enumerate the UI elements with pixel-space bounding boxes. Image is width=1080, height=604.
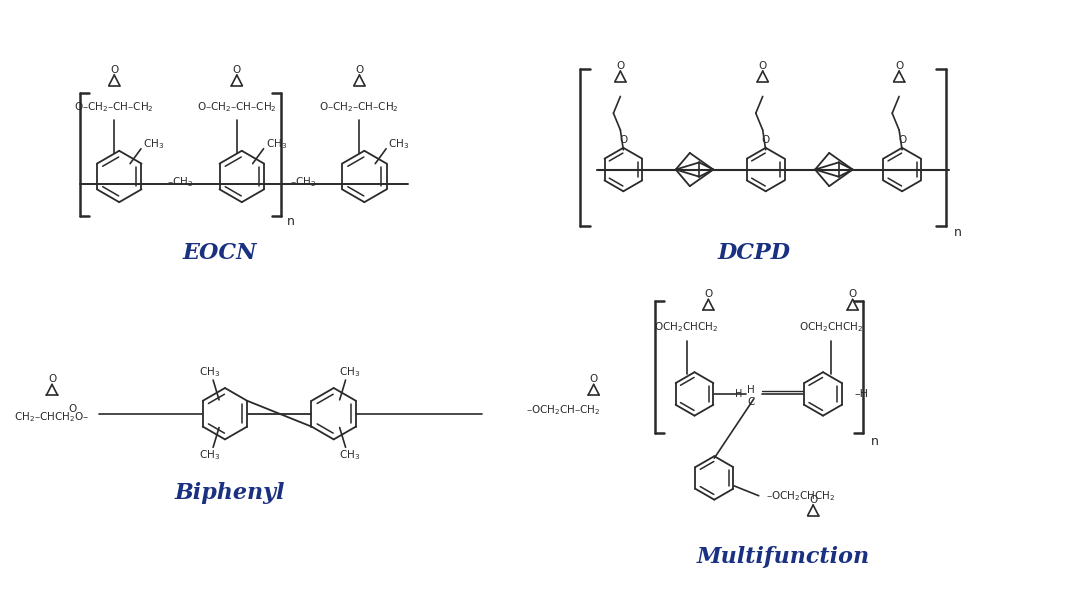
Text: –H: –H bbox=[854, 389, 868, 399]
Text: O: O bbox=[758, 61, 767, 71]
Text: O: O bbox=[619, 135, 627, 145]
Text: CH$_3$: CH$_3$ bbox=[266, 137, 286, 151]
Text: O: O bbox=[48, 374, 56, 385]
Text: O: O bbox=[590, 374, 598, 385]
Text: –OCH$_2$CH–CH$_2$: –OCH$_2$CH–CH$_2$ bbox=[526, 403, 602, 417]
Text: O: O bbox=[110, 65, 119, 75]
Text: O: O bbox=[761, 135, 770, 145]
Text: n: n bbox=[287, 216, 295, 228]
Text: O: O bbox=[895, 61, 903, 71]
Text: Biphenyl: Biphenyl bbox=[175, 482, 285, 504]
Text: CH$_3$: CH$_3$ bbox=[339, 365, 360, 379]
Text: CH$_3$: CH$_3$ bbox=[199, 365, 219, 379]
Text: H: H bbox=[734, 389, 742, 399]
Text: EOCN: EOCN bbox=[183, 242, 257, 263]
Text: O–CH$_2$–CH–CH$_2$: O–CH$_2$–CH–CH$_2$ bbox=[320, 100, 400, 114]
Text: CH$_3$: CH$_3$ bbox=[199, 448, 219, 462]
Text: O: O bbox=[232, 65, 241, 75]
Text: O: O bbox=[355, 65, 364, 75]
Text: Multifunction: Multifunction bbox=[697, 546, 870, 568]
Text: –CH$_2$: –CH$_2$ bbox=[167, 176, 193, 189]
Text: CH$_3$: CH$_3$ bbox=[143, 137, 164, 151]
Text: n: n bbox=[954, 226, 961, 239]
Text: O: O bbox=[704, 289, 713, 300]
Text: –CH$_2$: –CH$_2$ bbox=[291, 176, 316, 189]
Text: OCH$_2$CHCH$_2$: OCH$_2$CHCH$_2$ bbox=[654, 320, 718, 333]
Text: –OCH$_2$CHCH$_2$: –OCH$_2$CHCH$_2$ bbox=[766, 489, 835, 503]
Text: CH$_3$: CH$_3$ bbox=[388, 137, 409, 151]
Text: O: O bbox=[809, 495, 818, 505]
Text: n: n bbox=[870, 435, 878, 448]
Text: O–CH$_2$–CH–CH$_2$: O–CH$_2$–CH–CH$_2$ bbox=[75, 100, 154, 114]
Text: CH$_3$: CH$_3$ bbox=[339, 448, 360, 462]
Text: H
C: H C bbox=[747, 385, 755, 406]
Text: O: O bbox=[617, 61, 624, 71]
Text: O: O bbox=[849, 289, 856, 300]
Text: O–CH$_2$–CH–CH$_2$: O–CH$_2$–CH–CH$_2$ bbox=[197, 100, 276, 114]
Text: DCPD: DCPD bbox=[717, 242, 791, 263]
Text: O: O bbox=[897, 135, 906, 145]
Text: OCH$_2$CHCH$_2$: OCH$_2$CHCH$_2$ bbox=[799, 320, 863, 333]
Text: CH$_2$–CHCH$_2$O–: CH$_2$–CHCH$_2$O– bbox=[14, 410, 90, 423]
Text: O: O bbox=[69, 403, 77, 414]
